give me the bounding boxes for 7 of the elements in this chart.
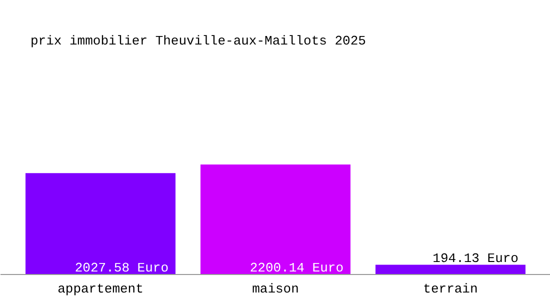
chart-title: prix immobilier Theuville-aux-Maillots 2025 [30,34,366,48]
data-label: 194.13 Euro [432,250,518,266]
x-tick-label: maison [252,282,299,296]
x-tick-label: appartement [58,282,144,296]
data-label: 2200.14 Euro [250,260,344,276]
data-label: 2027.58 Euro [74,260,169,276]
x-tick-label: terrain [423,282,478,296]
